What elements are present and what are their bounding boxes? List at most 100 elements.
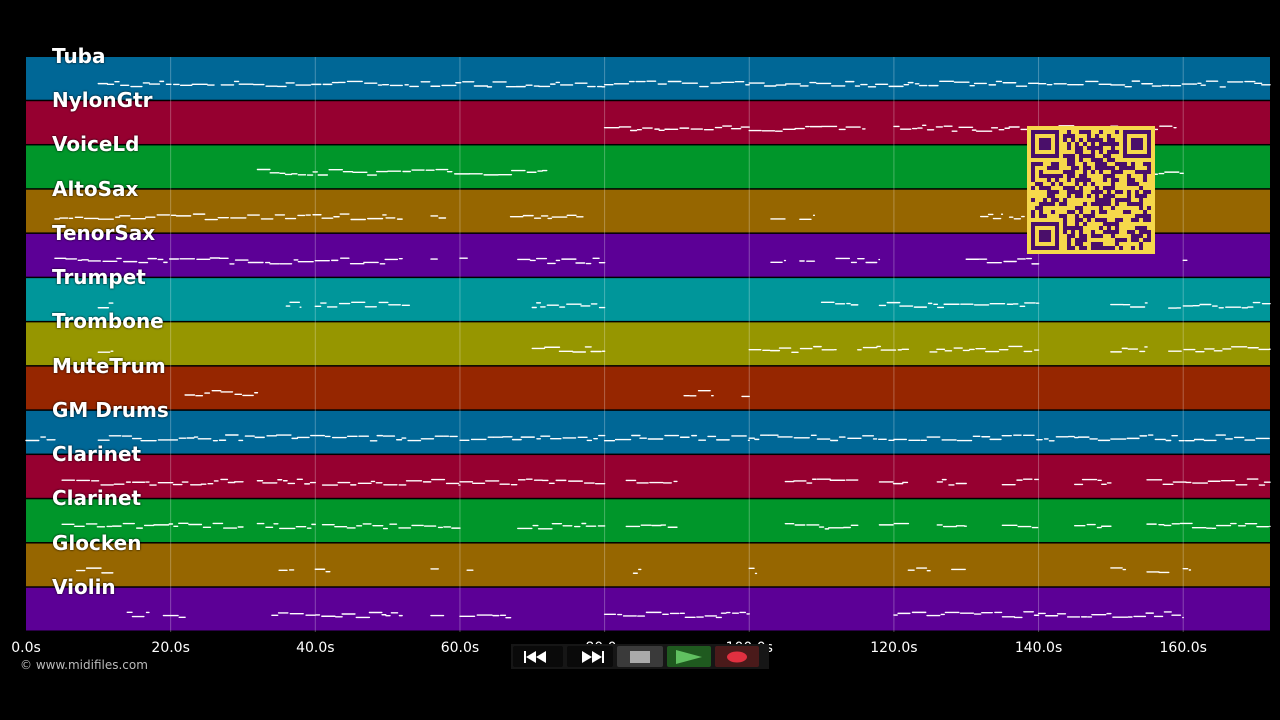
qr-module: [1111, 170, 1115, 174]
qr-module: [1095, 158, 1099, 162]
qr-module: [1059, 182, 1063, 186]
qr-module: [1067, 210, 1071, 214]
qr-module: [1111, 182, 1115, 186]
qr-module: [1079, 174, 1083, 178]
qr-module: [1063, 202, 1067, 206]
qr-module: [1079, 150, 1083, 154]
qr-module: [1107, 230, 1111, 234]
qr-module: [1115, 242, 1119, 246]
qr-module: [1043, 186, 1047, 190]
qr-module: [1031, 162, 1035, 166]
track-band: [26, 499, 1270, 543]
qr-module: [1083, 246, 1087, 250]
qr-module: [1111, 194, 1115, 198]
qr-module: [1131, 246, 1135, 250]
qr-module: [1099, 130, 1103, 134]
qr-module: [1127, 166, 1131, 170]
qr-module: [1111, 246, 1115, 250]
qr-module: [1107, 142, 1111, 146]
qr-module: [1139, 202, 1143, 206]
qr-module: [1095, 138, 1099, 142]
qr-module: [1139, 198, 1143, 202]
qr-module: [1055, 178, 1059, 182]
qr-module: [1079, 226, 1083, 230]
qr-module: [1119, 238, 1123, 242]
qr-module: [1107, 166, 1111, 170]
qr-module: [1063, 230, 1067, 234]
qr-module: [1143, 226, 1147, 230]
qr-module: [1103, 178, 1107, 182]
qr-module: [1111, 234, 1115, 238]
qr-module: [1079, 178, 1083, 182]
qr-module: [1067, 238, 1071, 242]
qr-module: [1035, 182, 1039, 186]
qr-module: [1071, 186, 1075, 190]
qr-module: [1135, 170, 1139, 174]
play-button[interactable]: [667, 646, 711, 667]
qr-module: [1039, 162, 1043, 166]
qr-module: [1071, 226, 1075, 230]
qr-module: [1107, 202, 1111, 206]
qr-module: [1083, 178, 1087, 182]
qr-module: [1071, 170, 1075, 174]
qr-module: [1079, 130, 1083, 134]
qr-module: [1051, 202, 1055, 206]
qr-module: [1087, 134, 1091, 138]
record-button[interactable]: [715, 646, 759, 667]
track-label: Trombone: [52, 309, 164, 334]
qr-module: [1115, 170, 1119, 174]
qr-module: [1127, 202, 1131, 206]
track-band: [26, 455, 1270, 498]
qr-module: [1123, 162, 1127, 166]
qr-module: [1059, 174, 1063, 178]
track-label: Clarinet: [52, 442, 142, 467]
qr-module: [1079, 230, 1083, 234]
rewind-button[interactable]: [513, 646, 563, 667]
qr-module: [1067, 130, 1071, 134]
qr-module: [1135, 234, 1139, 238]
qr-module: [1075, 182, 1079, 186]
qr-module: [1067, 174, 1071, 178]
qr-module: [1099, 150, 1103, 154]
qr-module: [1143, 178, 1147, 182]
qr-module: [1111, 150, 1115, 154]
qr-module: [1043, 198, 1047, 202]
stop-button[interactable]: [617, 646, 663, 667]
qr-module: [1139, 242, 1143, 246]
qr-module: [1135, 226, 1139, 230]
qr-module: [1087, 214, 1091, 218]
qr-module: [1091, 210, 1095, 214]
qr-module: [1099, 242, 1103, 246]
qr-module: [1095, 218, 1099, 222]
qr-module: [1127, 190, 1131, 194]
qr-module: [1051, 198, 1055, 202]
qr-module: [1091, 246, 1095, 250]
qr-module: [1143, 210, 1147, 214]
qr-module: [1079, 242, 1083, 246]
qr-module: [1139, 194, 1143, 198]
qr-module: [1123, 210, 1127, 214]
qr-module: [1111, 146, 1115, 150]
qr-module: [1099, 198, 1103, 202]
qr-module: [1091, 182, 1095, 186]
track-label: Trumpet: [52, 265, 146, 290]
qr-module: [1115, 238, 1119, 242]
track-label: MuteTrum: [52, 353, 166, 378]
qr-module: [1111, 158, 1115, 162]
fast-forward-button[interactable]: [567, 646, 613, 667]
qr-module: [1051, 162, 1055, 166]
qr-module: [1031, 198, 1035, 202]
qr-module: [1075, 194, 1079, 198]
qr-module: [1147, 234, 1151, 238]
qr-module: [1067, 162, 1071, 166]
qr-module: [1083, 162, 1087, 166]
qr-module: [1111, 174, 1115, 178]
qr-module: [1079, 210, 1083, 214]
qr-module: [1075, 206, 1079, 210]
qr-module: [1143, 170, 1147, 174]
time-tick-label: 60.0s: [440, 640, 480, 656]
qr-module: [1063, 222, 1067, 226]
qr-module: [1115, 142, 1119, 146]
qr-module: [1107, 174, 1111, 178]
qr-module: [1119, 218, 1123, 222]
